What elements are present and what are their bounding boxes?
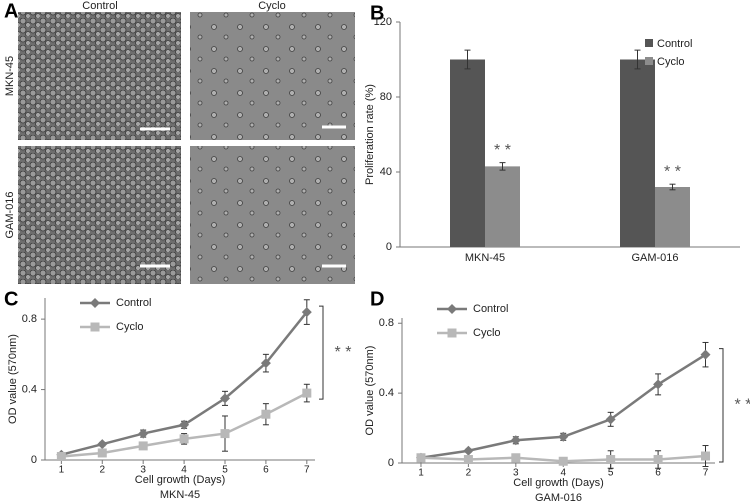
x-tick-label: 3 bbox=[140, 465, 146, 476]
series-line bbox=[420, 353, 707, 459]
row-label: MKN-45 bbox=[4, 56, 16, 96]
x-tick-label: 4 bbox=[181, 465, 187, 476]
marker bbox=[653, 455, 663, 465]
y-tick-label: 0 bbox=[388, 457, 394, 469]
x-axis-label: Cell growth (Days) bbox=[135, 474, 225, 486]
image bbox=[190, 12, 355, 140]
marker bbox=[701, 451, 711, 461]
legend-label: Cyclo bbox=[473, 327, 501, 339]
marker bbox=[653, 379, 664, 390]
y-tick-label: 0.8 bbox=[379, 317, 394, 329]
marker bbox=[463, 455, 473, 465]
marker bbox=[261, 409, 271, 419]
x-tick-label: 1 bbox=[418, 468, 424, 479]
y-tick-label: 40 bbox=[380, 166, 392, 178]
y-tick-label: 0 bbox=[31, 454, 37, 466]
y-tick-label: 0.4 bbox=[379, 387, 394, 399]
caption: GAM-016 bbox=[535, 492, 582, 503]
row-label: GAM-016 bbox=[4, 191, 16, 238]
bar bbox=[450, 59, 485, 247]
legend-label: Cyclo bbox=[116, 321, 144, 333]
y-tick-label: 80 bbox=[380, 91, 392, 103]
y-axis-label: OD value (570nm) bbox=[7, 334, 19, 424]
x-tick-label: 5 bbox=[222, 465, 228, 476]
x-tick-label: GAM-016 bbox=[631, 252, 678, 264]
marker bbox=[179, 434, 189, 444]
marker bbox=[97, 439, 108, 450]
marker bbox=[416, 453, 426, 463]
marker bbox=[90, 298, 100, 308]
y-axis-label: Proliferation rate (%) bbox=[364, 84, 376, 185]
marker bbox=[606, 455, 616, 465]
panel-letter: D bbox=[370, 288, 384, 310]
column-label: Control bbox=[82, 0, 117, 12]
marker bbox=[700, 349, 711, 360]
image bbox=[18, 146, 181, 284]
panel-letter: A bbox=[4, 0, 18, 22]
bracket bbox=[319, 305, 324, 400]
legend-label: Control bbox=[657, 38, 692, 50]
x-tick-label: 6 bbox=[655, 468, 661, 479]
legend-label: Control bbox=[116, 297, 151, 309]
marker bbox=[558, 431, 569, 442]
x-tick-label: MKN-45 bbox=[465, 252, 505, 264]
annotation: * * bbox=[664, 163, 681, 180]
y-tick-label: 120 bbox=[374, 16, 392, 28]
x-tick-label: 5 bbox=[608, 468, 614, 479]
x-tick-label: 6 bbox=[263, 465, 269, 476]
x-tick-label: 7 bbox=[304, 465, 310, 476]
bar bbox=[485, 166, 520, 247]
y-tick-label: 0.8 bbox=[22, 313, 37, 325]
marker bbox=[260, 358, 271, 369]
marker bbox=[138, 441, 148, 451]
marker bbox=[97, 448, 107, 458]
x-tick-label: 1 bbox=[59, 465, 65, 476]
annotation: * * bbox=[494, 142, 511, 159]
y-axis-label: OD value (570nm) bbox=[364, 346, 376, 436]
marker bbox=[138, 428, 149, 439]
x-tick-label: 3 bbox=[513, 468, 519, 479]
annotation: * * bbox=[335, 344, 352, 361]
x-axis-label: Cell growth (Days) bbox=[513, 477, 603, 489]
marker bbox=[302, 388, 312, 398]
annotation: * * bbox=[735, 397, 750, 414]
x-tick-label: 2 bbox=[466, 468, 472, 479]
marker bbox=[558, 456, 568, 466]
marker bbox=[56, 451, 66, 461]
marker bbox=[511, 453, 521, 463]
marker bbox=[179, 419, 190, 430]
x-tick-label: 4 bbox=[560, 468, 566, 479]
marker bbox=[447, 304, 457, 314]
image bbox=[190, 146, 355, 284]
caption: MKN-45 bbox=[160, 489, 200, 501]
column-label: Cyclo bbox=[258, 0, 286, 12]
bar bbox=[655, 187, 690, 247]
marker bbox=[463, 445, 474, 456]
bar bbox=[620, 59, 655, 247]
y-tick-label: 0.4 bbox=[22, 383, 37, 395]
marker bbox=[301, 307, 312, 318]
panel-letter: C bbox=[4, 288, 18, 310]
y-tick-label: 0 bbox=[386, 241, 392, 253]
marker bbox=[220, 429, 230, 439]
marker bbox=[510, 435, 521, 446]
legend-label: Control bbox=[473, 303, 508, 315]
marker bbox=[447, 328, 457, 338]
marker bbox=[220, 393, 230, 404]
microscopy-panel: Control Cyclo MKN-45 GAM-016 bbox=[4, 0, 355, 284]
legend-label: Cyclo bbox=[657, 56, 685, 68]
legend-swatch bbox=[645, 39, 653, 47]
image bbox=[18, 12, 181, 140]
panel-letter: B bbox=[370, 2, 384, 24]
x-tick-label: 2 bbox=[99, 465, 105, 476]
marker bbox=[90, 322, 100, 332]
marker bbox=[605, 414, 616, 425]
x-tick-label: 7 bbox=[703, 468, 709, 479]
legend-swatch bbox=[645, 57, 653, 65]
bracket bbox=[719, 348, 724, 463]
